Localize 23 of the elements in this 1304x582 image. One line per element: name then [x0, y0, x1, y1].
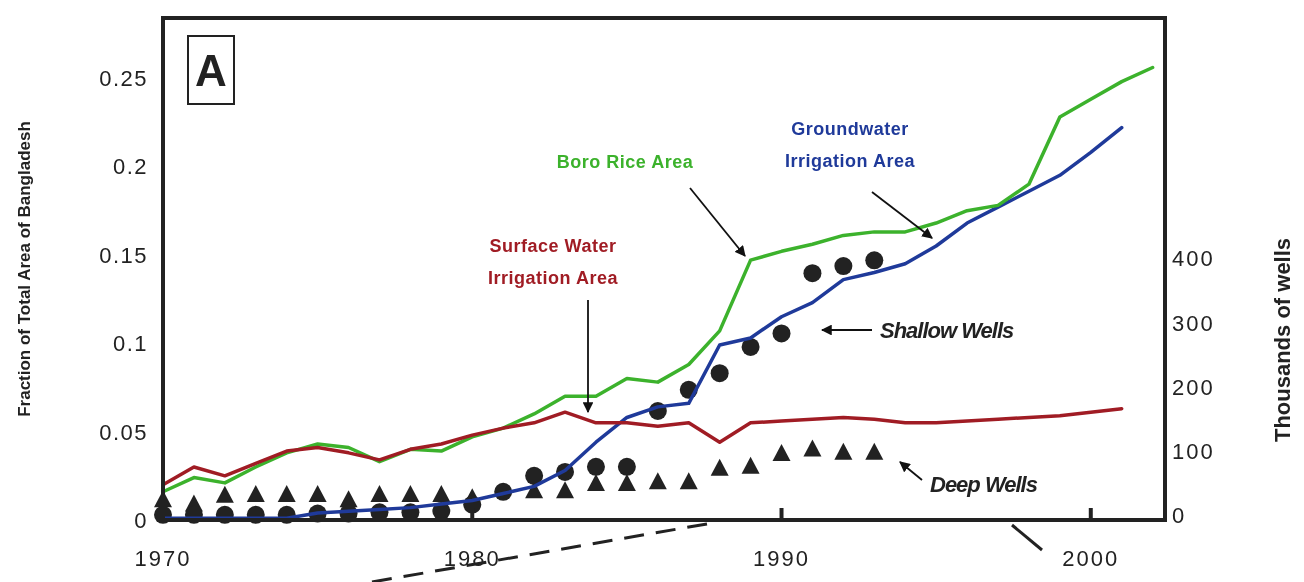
x-tick-label: 2000	[1062, 546, 1120, 571]
y-tick-label: 0	[134, 508, 148, 533]
y-axis-title: Fraction of Total Area of Bangladesh	[15, 121, 34, 417]
y-tick-label: 0.05	[99, 419, 148, 445]
text: Deep Wells	[930, 472, 1038, 497]
x-tick-label: 1970	[134, 546, 192, 571]
y-tick-label: 0.25	[99, 66, 148, 92]
y2-tick-label: 100	[1172, 438, 1215, 464]
x-tick-label: 1990	[753, 546, 810, 571]
y2-tick-label: 200	[1172, 374, 1215, 400]
y-tick-label: 0.2	[112, 154, 148, 180]
y2-tick-label: 300	[1172, 310, 1215, 336]
y2-axis-title: Thousands of wells	[1270, 237, 1295, 443]
y2-tick-label: 0	[1172, 502, 1187, 528]
text: Shallow Wells	[880, 318, 1015, 343]
annotation: A	[195, 46, 227, 95]
y2-tick-label: 400	[1172, 246, 1215, 272]
y-tick-label: 0.15	[99, 242, 148, 268]
y-tick-label: 0.1	[112, 331, 148, 357]
text: Groundwater Irrigation Area	[785, 119, 916, 171]
x-tick-label: 1980	[443, 546, 501, 571]
text: Boro Rice Area	[556, 152, 694, 172]
text: Surface Water Irrigation Area	[488, 236, 619, 288]
